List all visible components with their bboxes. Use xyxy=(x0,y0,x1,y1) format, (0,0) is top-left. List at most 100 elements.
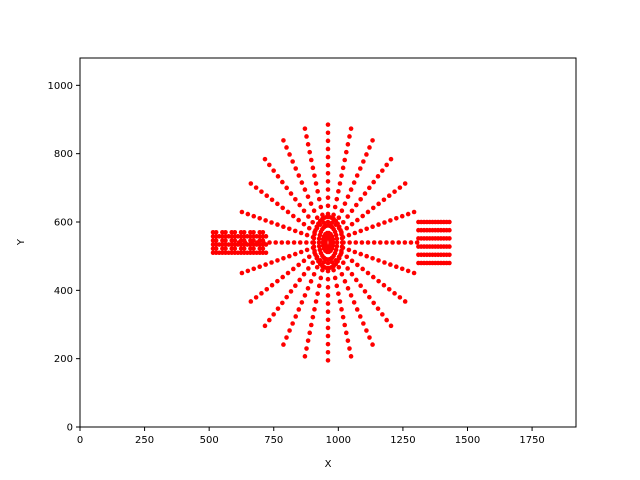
data-point xyxy=(271,312,276,317)
data-point xyxy=(290,159,295,164)
data-point xyxy=(314,264,320,270)
data-point xyxy=(447,236,452,241)
data-point xyxy=(447,219,452,225)
data-point xyxy=(213,238,219,243)
data-point xyxy=(336,255,342,261)
data-point xyxy=(367,185,372,191)
data-point xyxy=(223,246,228,251)
data-point xyxy=(334,196,340,202)
data-point xyxy=(269,282,275,288)
data-point xyxy=(345,194,351,199)
data-point xyxy=(351,300,357,305)
data-point xyxy=(306,214,311,219)
data-point xyxy=(260,229,266,235)
data-point xyxy=(376,278,381,284)
data-point xyxy=(305,194,311,199)
data-point xyxy=(344,330,349,336)
data-point xyxy=(262,156,268,162)
data-point xyxy=(325,358,331,363)
data-point xyxy=(325,171,331,176)
data-point xyxy=(388,218,393,223)
data-point xyxy=(297,202,302,208)
data-point xyxy=(402,240,408,245)
data-point xyxy=(275,174,281,179)
data-point xyxy=(408,240,414,245)
data-point xyxy=(292,251,298,257)
data-point xyxy=(304,232,310,238)
data-point xyxy=(371,300,376,306)
data-point xyxy=(267,240,272,245)
data-point xyxy=(382,260,387,265)
data-point xyxy=(325,146,331,152)
data-point xyxy=(313,252,318,257)
data-point xyxy=(285,270,291,276)
data-point xyxy=(223,229,228,235)
data-point xyxy=(299,180,305,185)
data-point xyxy=(290,321,295,326)
data-point xyxy=(390,240,395,245)
data-point xyxy=(392,291,397,296)
data-point xyxy=(248,181,254,186)
data-point xyxy=(284,294,289,300)
data-point xyxy=(305,286,311,291)
data-point xyxy=(325,285,331,290)
data-point xyxy=(245,268,251,274)
data-point xyxy=(342,279,348,284)
data-point xyxy=(362,289,368,294)
data-point xyxy=(269,220,274,225)
data-point xyxy=(280,179,285,185)
data-point xyxy=(345,338,351,343)
data-point xyxy=(353,240,359,245)
data-point xyxy=(339,173,344,178)
data-point xyxy=(305,142,311,147)
data-point xyxy=(384,240,389,245)
data-point xyxy=(358,197,363,202)
data-point xyxy=(365,270,371,276)
data-point xyxy=(332,275,338,281)
data-point xyxy=(285,240,291,245)
data-point xyxy=(325,138,331,144)
data-point xyxy=(349,271,355,277)
data-point xyxy=(361,159,366,164)
data-point xyxy=(342,322,348,328)
data-point xyxy=(381,282,387,288)
data-point xyxy=(316,240,322,245)
data-point xyxy=(386,193,392,199)
y-tick-label: 400 xyxy=(54,286,73,297)
data-point xyxy=(301,258,307,264)
data-point xyxy=(388,262,393,267)
data-point xyxy=(358,228,364,234)
data-point xyxy=(339,307,344,312)
data-point xyxy=(354,277,359,283)
data-point xyxy=(316,196,322,202)
data-point xyxy=(316,283,322,289)
x-tick-label: 750 xyxy=(264,435,283,446)
data-point xyxy=(273,240,278,245)
data-point xyxy=(302,293,308,298)
data-point xyxy=(381,197,387,203)
data-point xyxy=(367,145,372,150)
data-point xyxy=(260,238,266,243)
data-point xyxy=(287,253,292,259)
data-point xyxy=(253,185,259,190)
data-point xyxy=(325,333,331,339)
data-point xyxy=(447,252,452,258)
data-point xyxy=(325,341,331,347)
x-tick-label: 500 xyxy=(200,435,219,446)
data-point xyxy=(339,240,345,245)
data-point xyxy=(338,252,343,257)
data-point xyxy=(394,215,399,221)
data-point xyxy=(397,295,403,300)
data-point xyxy=(338,228,343,233)
data-point xyxy=(264,193,270,199)
data-point xyxy=(346,247,352,253)
data-point xyxy=(241,229,247,235)
y-axis-title: Y xyxy=(16,238,27,246)
data-point xyxy=(304,240,309,245)
data-point xyxy=(399,213,405,219)
data-point xyxy=(311,208,317,213)
x-tick-label: 250 xyxy=(135,435,154,446)
data-point xyxy=(259,189,264,194)
data-point xyxy=(311,240,317,245)
